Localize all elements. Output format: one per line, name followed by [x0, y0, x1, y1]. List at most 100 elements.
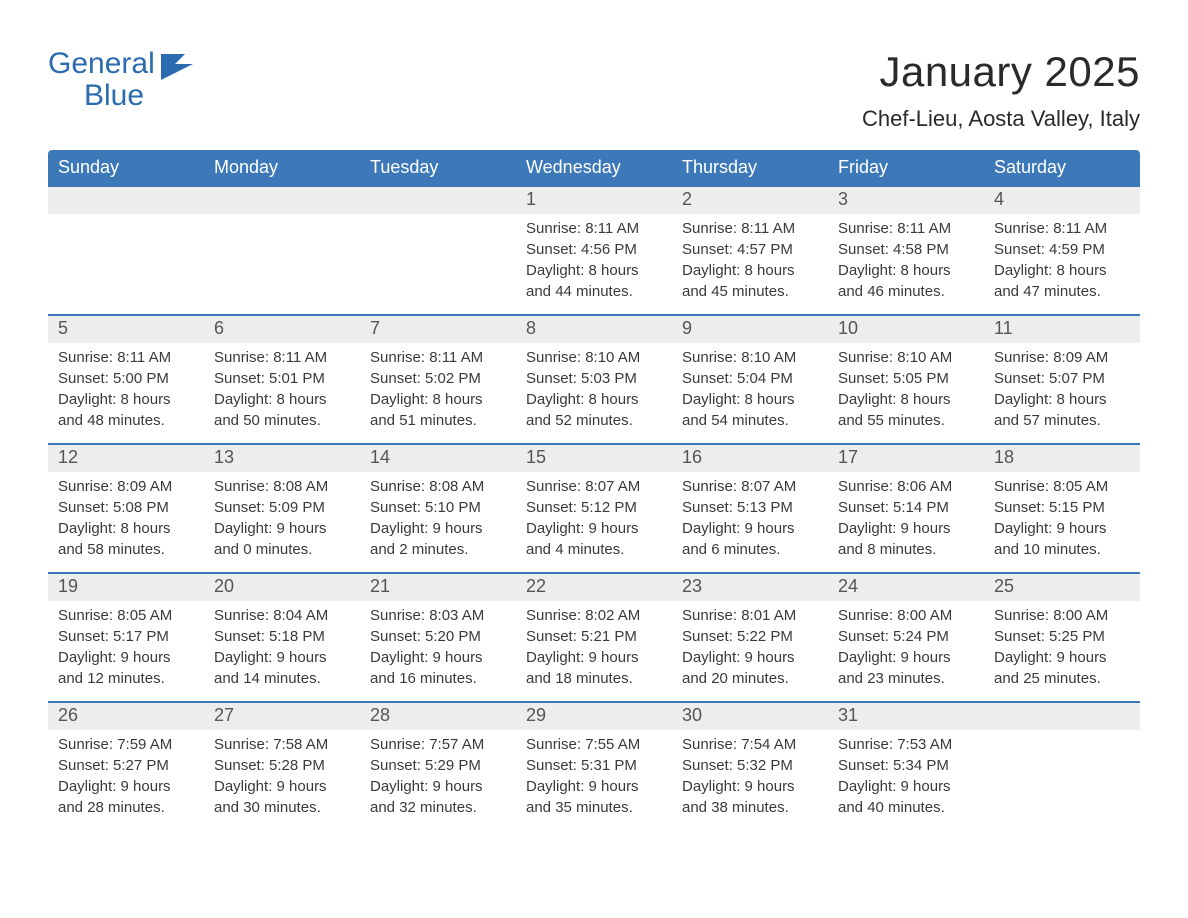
- daylight-line-1: Daylight: 9 hours: [526, 776, 662, 797]
- daylight-line-1: Daylight: 9 hours: [526, 647, 662, 668]
- logo: General Blue: [48, 48, 201, 111]
- day-number: 22: [516, 574, 672, 601]
- week-row: 19Sunrise: 8:05 AMSunset: 5:17 PMDayligh…: [48, 572, 1140, 701]
- day-cell: [204, 187, 360, 314]
- day-cell: 29Sunrise: 7:55 AMSunset: 5:31 PMDayligh…: [516, 703, 672, 830]
- sunset-line: Sunset: 4:58 PM: [838, 239, 974, 260]
- daylight-line-2: and 28 minutes.: [58, 797, 194, 818]
- sunset-line: Sunset: 5:12 PM: [526, 497, 662, 518]
- daylight-line-2: and 48 minutes.: [58, 410, 194, 431]
- daylight-line-1: Daylight: 9 hours: [682, 647, 818, 668]
- daylight-line-2: and 52 minutes.: [526, 410, 662, 431]
- sunrise-line: Sunrise: 8:05 AM: [994, 476, 1130, 497]
- daylight-line-2: and 40 minutes.: [838, 797, 974, 818]
- sunset-line: Sunset: 5:22 PM: [682, 626, 818, 647]
- sunrise-line: Sunrise: 8:08 AM: [370, 476, 506, 497]
- sunrise-line: Sunrise: 8:03 AM: [370, 605, 506, 626]
- day-cell: 2Sunrise: 8:11 AMSunset: 4:57 PMDaylight…: [672, 187, 828, 314]
- sunset-line: Sunset: 5:24 PM: [838, 626, 974, 647]
- sunset-line: Sunset: 5:20 PM: [370, 626, 506, 647]
- day-body: Sunrise: 7:58 AMSunset: 5:28 PMDaylight:…: [204, 730, 360, 830]
- daylight-line-1: Daylight: 8 hours: [526, 260, 662, 281]
- day-number: 27: [204, 703, 360, 730]
- day-body: [48, 214, 204, 230]
- daylight-line-1: Daylight: 8 hours: [994, 389, 1130, 410]
- day-body: Sunrise: 8:02 AMSunset: 5:21 PMDaylight:…: [516, 601, 672, 701]
- week-row: 12Sunrise: 8:09 AMSunset: 5:08 PMDayligh…: [48, 443, 1140, 572]
- sunrise-line: Sunrise: 7:59 AM: [58, 734, 194, 755]
- day-cell: 17Sunrise: 8:06 AMSunset: 5:14 PMDayligh…: [828, 445, 984, 572]
- day-number: 2: [672, 187, 828, 214]
- daylight-line-2: and 46 minutes.: [838, 281, 974, 302]
- day-cell: 5Sunrise: 8:11 AMSunset: 5:00 PMDaylight…: [48, 316, 204, 443]
- day-cell: 12Sunrise: 8:09 AMSunset: 5:08 PMDayligh…: [48, 445, 204, 572]
- logo-word-blue: Blue: [84, 80, 155, 112]
- weekday-col: Sunday: [48, 150, 204, 187]
- sunset-line: Sunset: 4:56 PM: [526, 239, 662, 260]
- weekday-col: Saturday: [984, 150, 1140, 187]
- weeks-container: 1Sunrise: 8:11 AMSunset: 4:56 PMDaylight…: [48, 187, 1140, 830]
- daylight-line-2: and 8 minutes.: [838, 539, 974, 560]
- day-number: 15: [516, 445, 672, 472]
- day-body: Sunrise: 7:59 AMSunset: 5:27 PMDaylight:…: [48, 730, 204, 830]
- sunrise-line: Sunrise: 7:58 AM: [214, 734, 350, 755]
- day-body: Sunrise: 7:54 AMSunset: 5:32 PMDaylight:…: [672, 730, 828, 830]
- day-cell: 4Sunrise: 8:11 AMSunset: 4:59 PMDaylight…: [984, 187, 1140, 314]
- day-body: [204, 214, 360, 230]
- day-body: Sunrise: 7:57 AMSunset: 5:29 PMDaylight:…: [360, 730, 516, 830]
- daylight-line-2: and 55 minutes.: [838, 410, 974, 431]
- daylight-line-1: Daylight: 8 hours: [682, 260, 818, 281]
- day-number: [984, 703, 1140, 730]
- sunrise-line: Sunrise: 8:00 AM: [838, 605, 974, 626]
- sunrise-line: Sunrise: 7:55 AM: [526, 734, 662, 755]
- day-body: Sunrise: 8:11 AMSunset: 5:00 PMDaylight:…: [48, 343, 204, 443]
- sunrise-line: Sunrise: 8:06 AM: [838, 476, 974, 497]
- day-cell: 13Sunrise: 8:08 AMSunset: 5:09 PMDayligh…: [204, 445, 360, 572]
- day-cell: 26Sunrise: 7:59 AMSunset: 5:27 PMDayligh…: [48, 703, 204, 830]
- sunrise-line: Sunrise: 8:11 AM: [682, 218, 818, 239]
- day-cell: 31Sunrise: 7:53 AMSunset: 5:34 PMDayligh…: [828, 703, 984, 830]
- daylight-line-2: and 50 minutes.: [214, 410, 350, 431]
- day-cell: [48, 187, 204, 314]
- sunset-line: Sunset: 5:14 PM: [838, 497, 974, 518]
- day-cell: 21Sunrise: 8:03 AMSunset: 5:20 PMDayligh…: [360, 574, 516, 701]
- daylight-line-1: Daylight: 9 hours: [214, 776, 350, 797]
- day-body: Sunrise: 7:53 AMSunset: 5:34 PMDaylight:…: [828, 730, 984, 830]
- day-number: 19: [48, 574, 204, 601]
- day-body: Sunrise: 8:11 AMSunset: 4:57 PMDaylight:…: [672, 214, 828, 314]
- logo-text-block: General Blue: [48, 48, 155, 111]
- header: General Blue January 2025 Chef-Lieu, Aos…: [48, 48, 1140, 132]
- daylight-line-2: and 20 minutes.: [682, 668, 818, 689]
- day-cell: 1Sunrise: 8:11 AMSunset: 4:56 PMDaylight…: [516, 187, 672, 314]
- title-block: January 2025 Chef-Lieu, Aosta Valley, It…: [862, 48, 1140, 132]
- daylight-line-1: Daylight: 9 hours: [682, 776, 818, 797]
- day-number: 20: [204, 574, 360, 601]
- day-cell: 10Sunrise: 8:10 AMSunset: 5:05 PMDayligh…: [828, 316, 984, 443]
- day-number: 18: [984, 445, 1140, 472]
- daylight-line-1: Daylight: 9 hours: [58, 647, 194, 668]
- sunset-line: Sunset: 5:02 PM: [370, 368, 506, 389]
- sunrise-line: Sunrise: 8:11 AM: [58, 347, 194, 368]
- day-number: 21: [360, 574, 516, 601]
- sunset-line: Sunset: 5:03 PM: [526, 368, 662, 389]
- daylight-line-1: Daylight: 8 hours: [526, 389, 662, 410]
- day-number: [360, 187, 516, 214]
- day-cell: 27Sunrise: 7:58 AMSunset: 5:28 PMDayligh…: [204, 703, 360, 830]
- sunset-line: Sunset: 5:01 PM: [214, 368, 350, 389]
- day-body: Sunrise: 8:09 AMSunset: 5:07 PMDaylight:…: [984, 343, 1140, 443]
- daylight-line-2: and 23 minutes.: [838, 668, 974, 689]
- daylight-line-2: and 32 minutes.: [370, 797, 506, 818]
- sunset-line: Sunset: 5:29 PM: [370, 755, 506, 776]
- week-row: 26Sunrise: 7:59 AMSunset: 5:27 PMDayligh…: [48, 701, 1140, 830]
- weekday-col: Wednesday: [516, 150, 672, 187]
- weekday-col: Tuesday: [360, 150, 516, 187]
- day-number: 24: [828, 574, 984, 601]
- day-cell: 22Sunrise: 8:02 AMSunset: 5:21 PMDayligh…: [516, 574, 672, 701]
- daylight-line-1: Daylight: 9 hours: [838, 518, 974, 539]
- location-subtitle: Chef-Lieu, Aosta Valley, Italy: [862, 106, 1140, 132]
- day-number: 13: [204, 445, 360, 472]
- daylight-line-1: Daylight: 8 hours: [838, 389, 974, 410]
- sunset-line: Sunset: 5:17 PM: [58, 626, 194, 647]
- sunset-line: Sunset: 4:57 PM: [682, 239, 818, 260]
- daylight-line-2: and 4 minutes.: [526, 539, 662, 560]
